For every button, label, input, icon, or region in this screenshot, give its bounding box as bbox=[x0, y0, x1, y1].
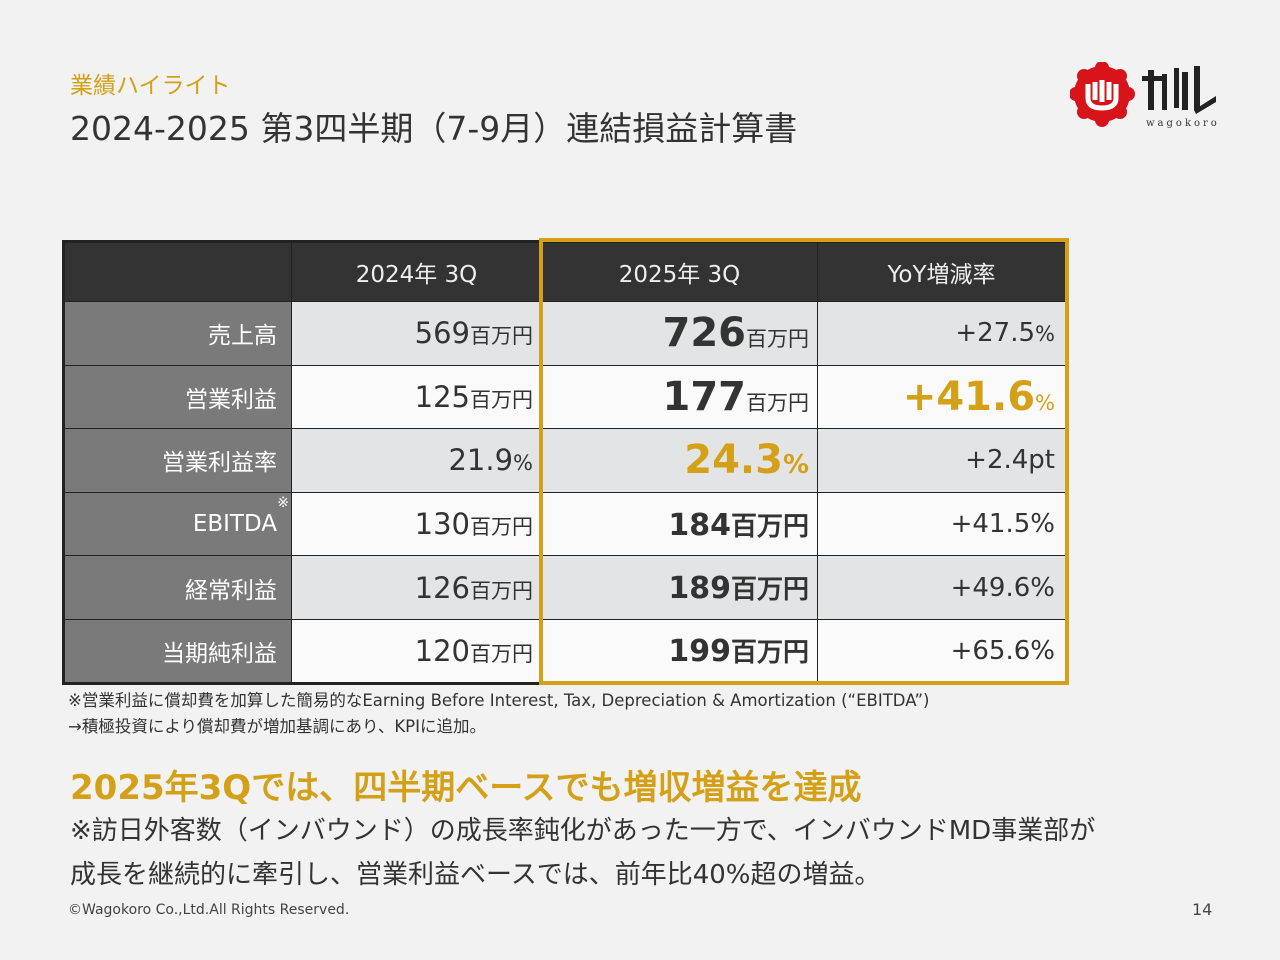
row-label: 経常利益 bbox=[63, 555, 292, 620]
value: 199 bbox=[668, 634, 731, 670]
income-statement-table: 2024年 3Q 2025年 3Q YoY増減率 売上高 569百万円 726百… bbox=[62, 240, 1068, 685]
footnote: ※営業利益に償却費を加算した簡易的なEarning Before Interes… bbox=[68, 691, 930, 710]
value: 126 bbox=[414, 570, 470, 605]
value: 184 bbox=[668, 507, 731, 543]
unit: % bbox=[1030, 509, 1055, 540]
row-label: 売上高 bbox=[63, 301, 292, 366]
unit: % bbox=[1030, 572, 1055, 603]
unit: 百万円 bbox=[746, 390, 809, 415]
unit: 百万円 bbox=[470, 515, 533, 540]
wagokoro-logo: wagokoro bbox=[1070, 62, 1220, 129]
row-label: 当期純利益 bbox=[63, 618, 292, 684]
header-2024: 2024年 3Q bbox=[291, 241, 542, 302]
footnote: →積極投資により償却費が増加基調にあり、KPIに追加。 bbox=[68, 717, 486, 736]
unit: 百万円 bbox=[730, 575, 809, 606]
value: +41.6 bbox=[902, 373, 1036, 420]
value: 177 bbox=[662, 373, 747, 420]
table-row: 営業利益 125百万円 177百万円 +41.6% bbox=[63, 364, 1067, 430]
unit: % bbox=[1035, 390, 1055, 415]
table-row: 売上高 569百万円 726百万円 +27.5% bbox=[63, 301, 1067, 366]
header-yoy: YoY増減率 bbox=[817, 241, 1067, 302]
copyright: ©Wagokoro Co.,Ltd.All Rights Reserved. bbox=[68, 902, 350, 918]
footnote-mark: ※ bbox=[277, 494, 289, 511]
value: 189 bbox=[668, 571, 731, 607]
unit: % bbox=[1030, 635, 1055, 666]
table-row: 当期純利益 120百万円 199百万円 +65.6% bbox=[63, 618, 1067, 684]
page-title: 2024-2025 第3四半期（7-9月）連結損益計算書 bbox=[70, 109, 798, 148]
unit: 百万円 bbox=[470, 641, 533, 666]
value: 125 bbox=[414, 379, 470, 414]
value: +41.5 bbox=[950, 509, 1031, 540]
body-text: 成長を継続的に牽引し、営業利益ベースでは、前年比40%超の増益。 bbox=[70, 860, 881, 890]
header-blank bbox=[63, 241, 292, 302]
unit: 百万円 bbox=[470, 387, 533, 412]
value: +49.6 bbox=[950, 572, 1031, 603]
value: +65.6 bbox=[950, 635, 1031, 666]
unit: pt bbox=[1028, 445, 1055, 476]
table-row: EBITDA ※ 130百万円 184百万円 +41.5% bbox=[63, 491, 1067, 557]
table-row: 営業利益率 21.9% 24.3% +2.4pt bbox=[63, 428, 1067, 493]
value: 130 bbox=[414, 507, 470, 542]
value: 726 bbox=[662, 310, 747, 357]
unit: 百万円 bbox=[470, 578, 533, 603]
row-label: 営業利益 bbox=[63, 364, 292, 430]
row-label: EBITDA bbox=[192, 511, 277, 538]
page-number: 14 bbox=[1192, 900, 1213, 919]
value: 24.3 bbox=[684, 437, 783, 484]
table-row: 経常利益 126百万円 189百万円 +49.6% bbox=[63, 555, 1067, 620]
section-kicker: 業績ハイライト bbox=[70, 73, 231, 99]
unit: 百万円 bbox=[746, 327, 809, 352]
headline: 2025年3Qでは、四半期ベースでも増収増益を達成 bbox=[70, 768, 862, 808]
body-text: ※訪日外客数（インバウンド）の成長率鈍化があった一方で、インバウンドMD事業部が bbox=[70, 816, 1096, 846]
value: 569 bbox=[414, 316, 470, 351]
svg-text:wagokoro: wagokoro bbox=[1146, 118, 1220, 129]
value: +27.5 bbox=[955, 318, 1036, 349]
value: 21.9 bbox=[448, 443, 514, 478]
header-2025: 2025年 3Q bbox=[541, 241, 818, 302]
unit: 百万円 bbox=[730, 511, 809, 542]
unit: % bbox=[782, 450, 809, 481]
unit: % bbox=[513, 451, 533, 476]
unit: 百万円 bbox=[470, 324, 533, 349]
unit: % bbox=[1035, 322, 1055, 347]
row-label: 営業利益率 bbox=[63, 428, 292, 493]
value: 120 bbox=[414, 633, 470, 668]
value: +2.4 bbox=[965, 445, 1029, 476]
unit: 百万円 bbox=[730, 638, 809, 669]
